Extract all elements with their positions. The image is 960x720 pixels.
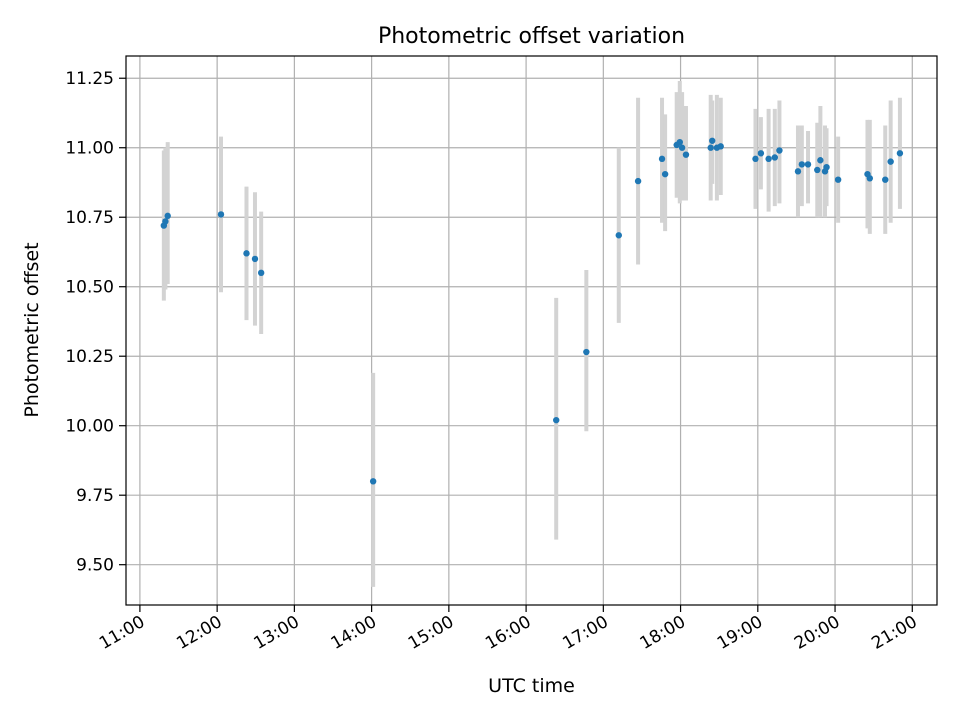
y-tick-label: 10.00 — [65, 417, 114, 437]
data-point — [866, 175, 874, 182]
data-points — [160, 137, 904, 485]
data-point — [682, 151, 690, 158]
data-point — [823, 163, 830, 171]
data-point — [776, 147, 783, 154]
data-point — [804, 161, 812, 168]
data-point — [887, 158, 894, 165]
data-point — [798, 161, 806, 168]
data-point — [757, 150, 765, 157]
data-point — [882, 176, 889, 183]
y-tick-label: 11.25 — [65, 69, 114, 89]
data-point — [257, 269, 265, 277]
data-point — [251, 255, 259, 263]
x-axis-label: UTC time — [488, 675, 575, 697]
data-point — [709, 137, 716, 144]
data-point — [896, 150, 904, 157]
data-point — [817, 157, 824, 164]
plot-frame — [125, 55, 938, 606]
y-axis-ticks: 9.50 9.75 10.00 10.25 10.50 10.75 11.00 11.25 — [65, 69, 126, 576]
y-tick-label: 10.75 — [65, 208, 114, 228]
data-point — [634, 177, 642, 185]
y-tick-label: 10.25 — [65, 347, 114, 367]
data-point — [678, 144, 686, 151]
data-point — [553, 416, 560, 424]
data-point — [676, 138, 683, 146]
data-point — [707, 144, 714, 151]
data-point — [243, 250, 250, 257]
data-point — [369, 478, 377, 485]
data-point — [661, 170, 669, 178]
data-point — [162, 218, 169, 225]
data-point — [771, 154, 778, 161]
data-point — [814, 166, 821, 174]
chart-title: Photometric offset variation — [378, 24, 685, 49]
y-tick-label: 9.50 — [76, 556, 114, 576]
data-point — [217, 211, 225, 218]
y-tick-label: 9.75 — [76, 486, 114, 506]
data-point — [583, 348, 590, 356]
data-point — [765, 155, 772, 163]
data-point — [615, 232, 622, 239]
data-point — [164, 212, 171, 220]
grid — [126, 56, 937, 605]
data-point — [794, 168, 802, 175]
data-point — [752, 155, 759, 163]
y-tick-label: 10.50 — [65, 278, 114, 298]
data-point — [834, 176, 842, 183]
data-point — [658, 155, 666, 163]
y-axis-label: Photometric offset — [21, 242, 43, 417]
y-tick-label: 11.00 — [65, 139, 114, 159]
data-point — [717, 143, 724, 150]
